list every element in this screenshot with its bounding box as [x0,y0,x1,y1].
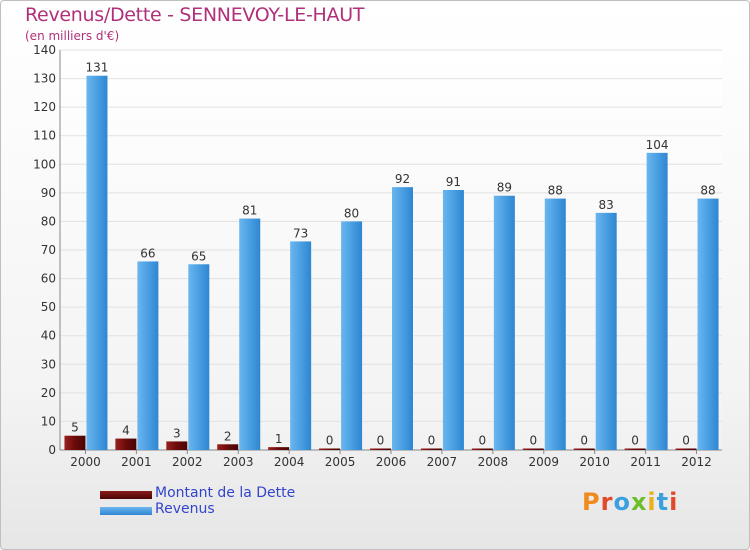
x-tick-label: 2007 [427,455,458,469]
legend-swatch-revenus [100,507,152,515]
data-label-revenus-2006: 92 [395,172,410,186]
y-tick-label: 80 [41,214,56,228]
legend-swatch-dette [100,491,152,499]
y-tick-label: 130 [33,72,56,86]
bar-dette-2012 [675,448,697,450]
y-tick-label: 110 [33,129,56,143]
bar-dette-2010 [573,448,595,450]
bar-dette-2006 [370,448,391,450]
bar-dette-2011 [624,448,646,450]
bar-dette-2003 [217,444,239,450]
y-tick-label: 20 [41,386,56,400]
bar-revenus-2012 [697,198,719,450]
data-label-revenus-2000: 131 [86,61,109,75]
data-label-dette-2004: 1 [275,432,283,446]
bar-dette-2009 [522,448,544,450]
data-label-dette-2005: 0 [326,434,334,448]
data-label-dette-2003: 2 [224,429,232,443]
y-tick-label: 100 [33,157,56,171]
chart-title: Revenus/Dette - SENNEVOY-LE-HAUT [25,4,365,26]
data-label-revenus-2002: 65 [191,249,206,263]
y-tick-label: 140 [33,43,56,57]
data-label-revenus-2011: 104 [646,138,669,152]
proxiti-logo: Proxiti [582,488,679,516]
data-label-dette-2011: 0 [631,434,639,448]
x-tick-label: 2011 [630,455,661,469]
x-tick-label: 2012 [681,455,712,469]
x-tick-label: 2008 [478,455,509,469]
bar-dette-2001 [115,438,137,450]
legend-label-revenus: Revenus [155,501,215,517]
data-label-revenus-2003: 81 [242,204,257,218]
bar-revenus-2010 [595,212,617,450]
y-tick-label: 120 [33,100,56,114]
y-tick-label: 60 [41,272,56,286]
data-label-revenus-2005: 80 [344,206,359,220]
y-tick-label: 70 [41,243,56,257]
bar-revenus-2005 [341,221,363,450]
data-label-revenus-2010: 83 [599,198,614,212]
data-label-revenus-2008: 89 [497,181,512,195]
bar-dette-2007 [420,448,442,450]
y-tick-label: 10 [41,414,56,428]
bar-revenus-2009 [544,198,566,450]
x-tick-label: 2010 [579,455,610,469]
y-tick-label: 90 [41,186,56,200]
bar-revenus-2001 [137,261,159,450]
bar-revenus-2006 [392,187,413,450]
data-label-dette-2000: 5 [71,421,79,435]
bar-dette-2005 [319,448,341,450]
y-tick-label: 30 [41,357,56,371]
data-label-dette-2001: 4 [122,424,130,438]
bar-revenus-2000 [86,75,108,450]
data-label-revenus-2001: 66 [140,246,155,260]
bar-revenus-2003 [239,218,261,450]
bar-dette-2000 [64,435,86,450]
y-tick-label: 0 [48,443,56,457]
x-tick-label: 2000 [70,455,101,469]
x-tick-label: 2005 [325,455,356,469]
bar-revenus-2008 [493,195,515,450]
data-label-dette-2002: 3 [173,426,181,440]
y-tick-label: 40 [41,329,56,343]
bar-revenus-2011 [646,152,668,450]
x-tick-label: 2002 [172,455,203,469]
data-label-revenus-2004: 73 [293,226,308,240]
bar-dette-2008 [471,448,493,450]
x-tick-label: 2009 [528,455,559,469]
chart-subtitle: (en milliers d'€) [25,29,120,43]
data-label-dette-2008: 0 [479,434,487,448]
bar-revenus-2007 [442,190,464,450]
data-label-dette-2006: 0 [377,434,385,448]
data-label-revenus-2007: 91 [446,175,461,189]
x-tick-label: 2006 [376,455,407,469]
data-label-dette-2012: 0 [682,434,690,448]
bar-dette-2004 [268,447,290,450]
y-tick-label: 50 [41,300,56,314]
x-tick-label: 2004 [274,455,305,469]
data-label-dette-2009: 0 [529,434,537,448]
data-label-revenus-2009: 88 [548,184,563,198]
data-label-dette-2007: 0 [428,434,436,448]
x-tick-label: 2001 [121,455,152,469]
bar-dette-2002 [166,441,188,450]
x-tick-label: 2003 [223,455,254,469]
data-label-dette-2010: 0 [580,434,588,448]
data-label-revenus-2012: 88 [700,184,715,198]
bar-revenus-2004 [290,241,312,450]
legend-label-dette: Montant de la Dette [155,485,296,501]
bar-revenus-2002 [188,264,210,450]
